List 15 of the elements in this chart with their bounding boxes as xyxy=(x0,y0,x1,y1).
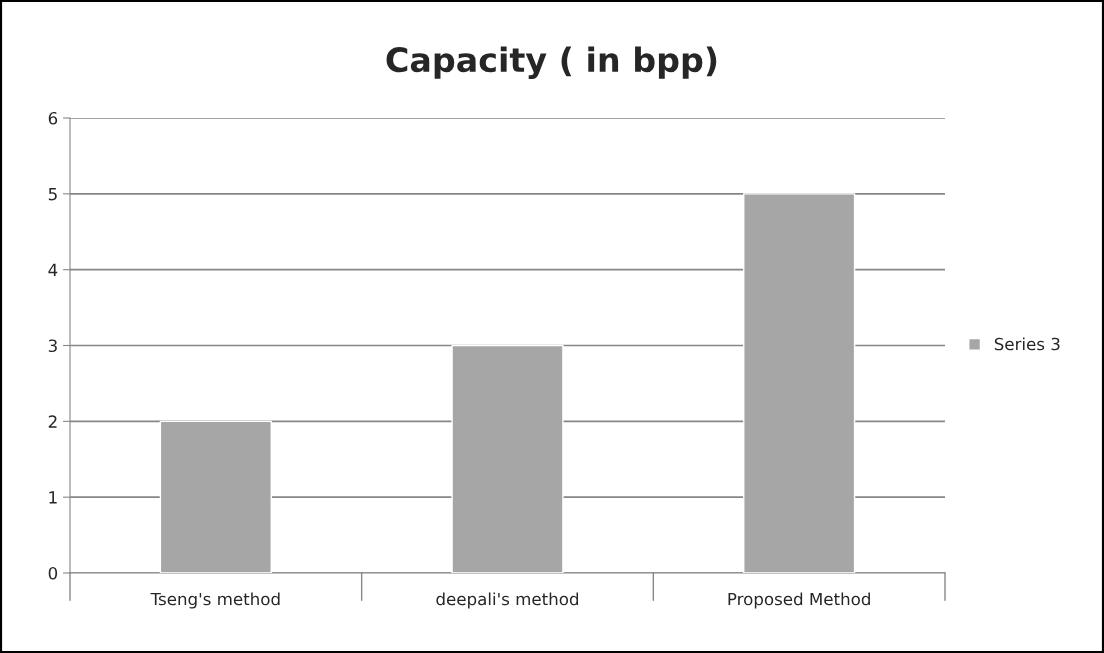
x-tick-label: Proposed Method xyxy=(728,592,870,609)
x-tick-label: deepali's method xyxy=(436,592,579,609)
legend-label: Series 3 xyxy=(994,337,1060,351)
y-tick-label: 0 xyxy=(48,566,58,580)
y-tick-label: 6 xyxy=(48,111,58,125)
bar xyxy=(159,420,272,573)
bar xyxy=(743,193,856,573)
y-tick-label: 1 xyxy=(49,491,57,504)
bar xyxy=(451,344,564,573)
y-tick-label: 2 xyxy=(48,415,57,428)
y-tick-label: 4 xyxy=(48,263,58,276)
y-tick-label: 5 xyxy=(48,188,57,201)
x-tick-label: Tseng's method xyxy=(150,592,280,609)
chart-title: Capacity ( in bpp) xyxy=(386,46,717,80)
y-tick-label: 3 xyxy=(48,339,57,353)
